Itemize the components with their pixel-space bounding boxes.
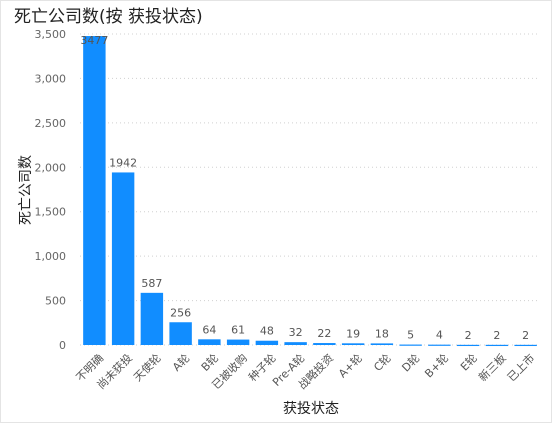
x-tick-label: A轮 [169,351,192,374]
data-label: 48 [260,325,274,338]
data-label: 2 [522,329,529,342]
data-label: 22 [317,327,331,340]
bar[interactable] [514,344,537,347]
x-tick-label: B轮 [198,351,221,374]
x-tick-label: C轮 [371,351,394,374]
y-tick-label: 3,500 [35,28,67,41]
y-tick-label: 3,000 [35,72,67,85]
data-label: 5 [407,329,414,342]
x-axis-title: 获投状态 [283,401,339,417]
bar[interactable] [198,339,221,345]
bar[interactable] [140,292,164,345]
x-tick-label: B+轮 [422,351,452,381]
bar[interactable] [111,172,135,345]
bar[interactable] [255,340,279,345]
x-tick-label: E轮 [457,351,480,374]
bars [83,36,537,347]
y-tick-label: 2,500 [35,117,67,130]
bar[interactable] [428,344,451,346]
x-tick-label: 新三板 [475,351,508,384]
bar[interactable] [485,344,509,347]
bar[interactable] [226,339,250,345]
y-tick-label: 1,500 [35,206,67,219]
bar[interactable] [341,343,365,345]
chart-title: 死亡公司数(按 获投状态) [14,7,203,27]
data-label: 1942 [109,156,137,169]
x-tick-label: 天使轮 [130,351,163,384]
data-label: 64 [202,323,216,336]
bar[interactable] [399,344,422,346]
data-label: 587 [141,277,162,290]
x-tick-label: 已上市 [504,351,537,384]
bar[interactable] [83,36,106,346]
bar[interactable] [284,342,307,345]
bar[interactable] [370,343,394,345]
data-label: 3477 [80,34,108,47]
data-label: 256 [170,306,191,319]
bar[interactable] [456,344,480,347]
y-tick-label: 1,000 [35,250,67,263]
data-label: 18 [375,327,389,340]
data-label: 19 [346,327,360,340]
bar[interactable] [313,343,336,345]
y-tick-label: 0 [59,339,66,352]
y-tick-label: 2,000 [35,161,67,174]
data-label: 2 [493,329,500,342]
x-tick-label: A+轮 [335,351,365,381]
data-label: 2 [465,329,472,342]
data-label: 61 [231,324,245,337]
y-axis-ticks: 0 500 1,000 1,500 2,000 2,500 3,000 3,500 [35,28,67,352]
data-label: 4 [436,329,443,342]
bar[interactable] [169,322,192,345]
x-tick-label: D轮 [399,351,423,375]
y-tick-label: 500 [45,295,66,308]
y-axis-title: 死亡公司数 [18,155,34,225]
data-label: 32 [289,326,303,339]
